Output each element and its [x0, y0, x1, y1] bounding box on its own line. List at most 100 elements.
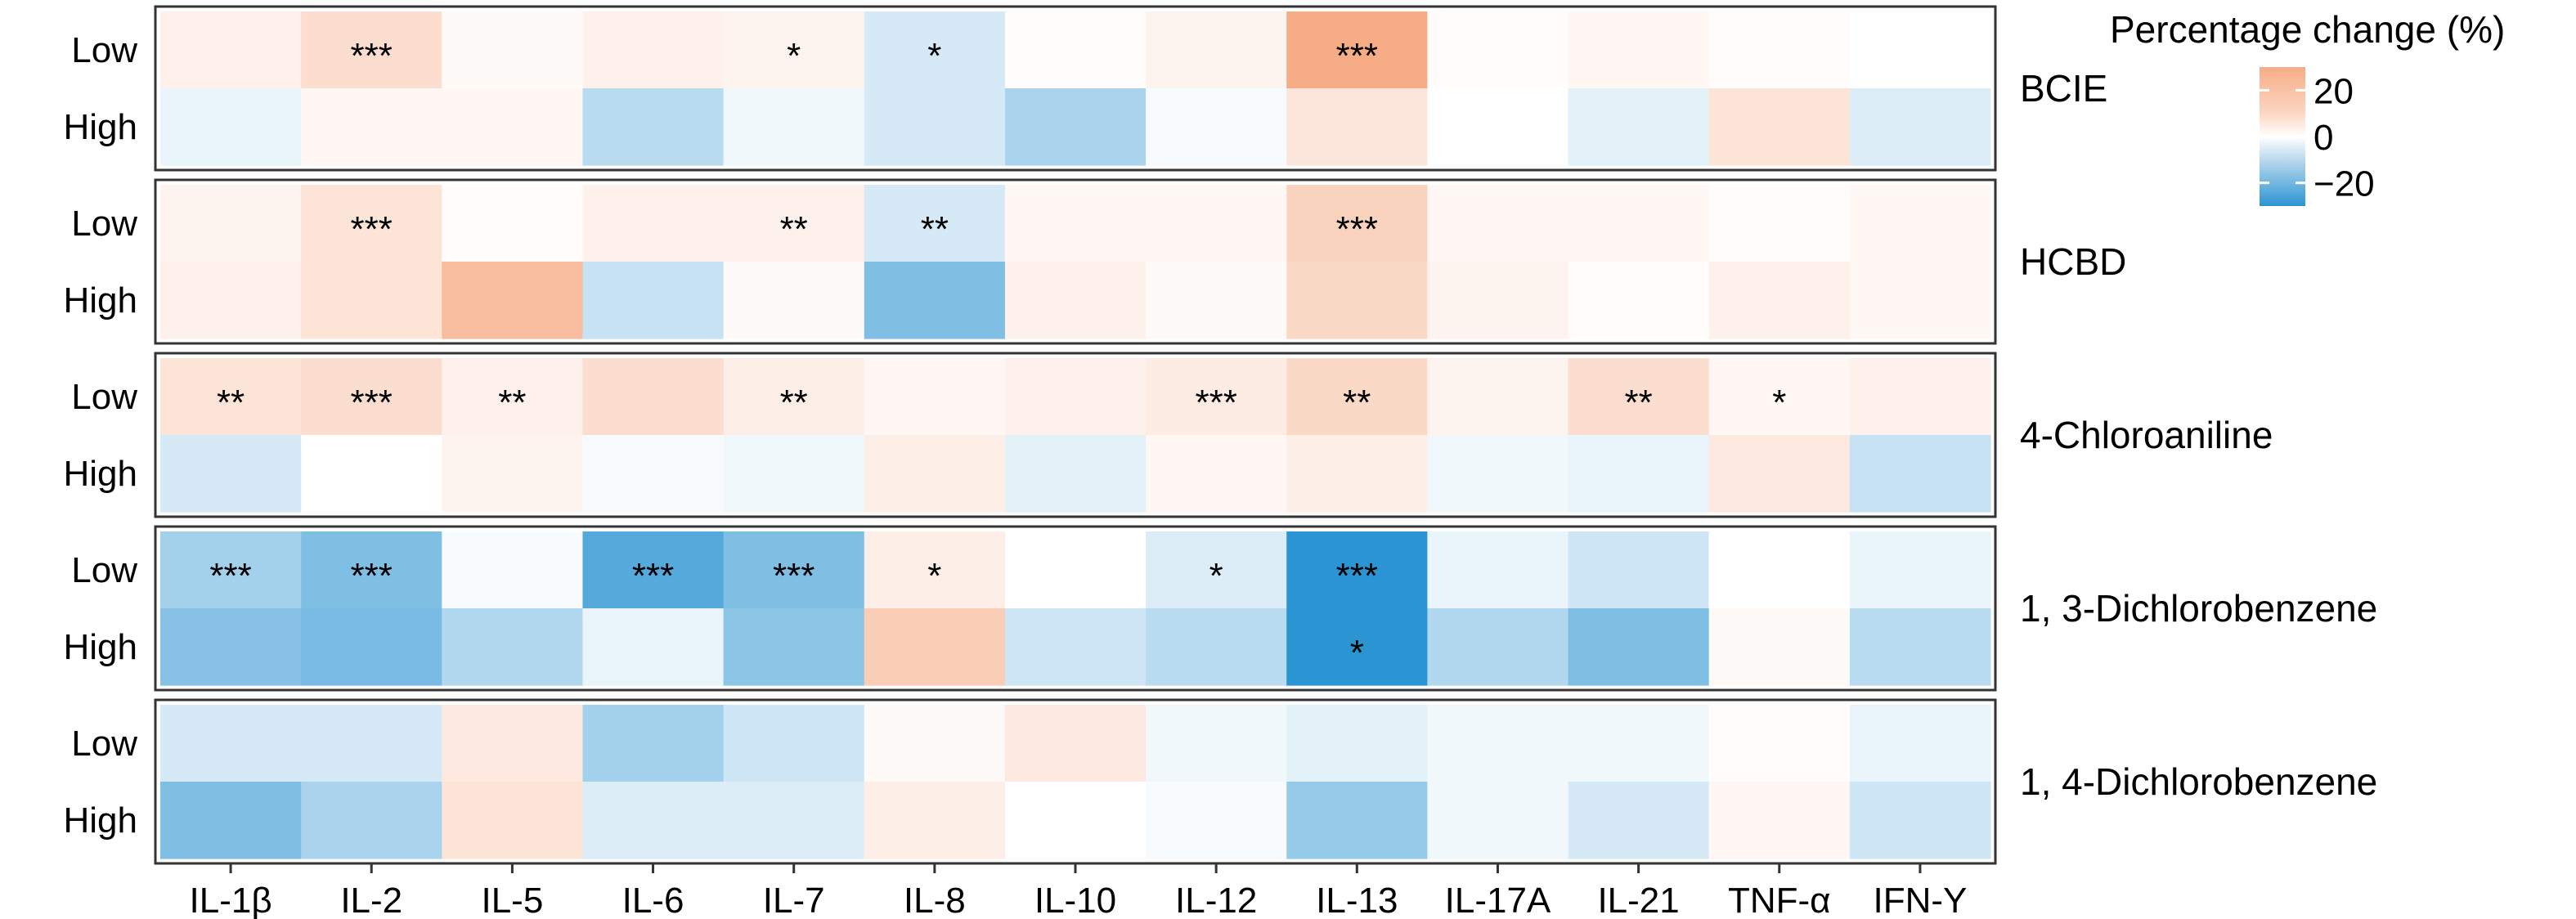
heatmap-cell	[723, 608, 865, 686]
significance-label: ***	[351, 556, 393, 596]
heatmap-cell	[1004, 88, 1147, 166]
heatmap-cell	[1004, 358, 1147, 436]
heatmap-cell	[1849, 608, 1991, 686]
significance-label: **	[217, 383, 245, 423]
heatmap-cell	[1708, 608, 1851, 686]
heatmap-cell	[864, 608, 1006, 686]
x-tick-label: IL-5	[481, 881, 543, 919]
heatmap-cell	[160, 435, 302, 513]
heatmap-cell	[301, 262, 442, 339]
heatmap-cell	[723, 358, 865, 436]
significance-label: *	[927, 36, 941, 76]
heatmap-cell	[582, 11, 725, 89]
heatmap-cell	[864, 531, 1006, 609]
heatmap-cell	[1004, 705, 1147, 782]
x-tick-label: IL-1β	[190, 881, 272, 919]
heatmap-cell	[723, 88, 865, 166]
heatmap-cell	[864, 435, 1006, 513]
heatmap-cell	[582, 435, 725, 513]
heatmap-cell	[1849, 435, 1991, 513]
row-label: High	[64, 627, 138, 667]
row-label: Low	[71, 204, 137, 244]
x-tick-label: IL-6	[622, 881, 684, 919]
heatmap-cell	[864, 11, 1006, 89]
heatmap-cell	[864, 185, 1006, 262]
heatmap-cell	[1004, 185, 1147, 262]
heatmap-cell	[301, 705, 442, 782]
panel-border	[154, 352, 1997, 518]
heatmap-cell	[864, 262, 1006, 339]
heatmap-cell	[582, 185, 725, 262]
heatmap-cell	[1286, 608, 1428, 686]
facet-label: 1, 4-Dichlorobenzene	[2020, 760, 2377, 803]
x-tick-label: IL-12	[1175, 881, 1257, 919]
significance-label: **	[921, 209, 949, 249]
heatmap-cell	[1849, 11, 1991, 89]
significance-label: ***	[1195, 383, 1236, 423]
heatmap-cell	[1427, 88, 1569, 166]
heatmap-cell	[582, 262, 725, 339]
heatmap-cell	[1849, 531, 1991, 609]
facet-label: BCIE	[2020, 67, 2107, 110]
heatmap-cell	[160, 531, 302, 609]
heatmap-cell	[1286, 782, 1428, 859]
heatmap-cell	[442, 185, 584, 262]
significance-label: *	[1350, 633, 1364, 673]
heatmap-cell	[1849, 185, 1991, 262]
facet-label: 1, 3-Dichlorobenzene	[2020, 587, 2377, 630]
heatmap-cell	[1849, 705, 1991, 782]
color-legend: Percentage change (%) 20 0 −20	[2110, 8, 2505, 206]
significance-label: **	[1343, 383, 1371, 423]
heatmap-cell	[301, 358, 442, 436]
heatmap-cell	[1708, 185, 1851, 262]
significance-label: **	[498, 383, 526, 423]
heatmap-cell	[1568, 358, 1710, 436]
significance-label: ***	[209, 556, 251, 596]
heatmap-cell	[442, 782, 584, 859]
heatmap-cell	[723, 531, 865, 609]
heatmap-cell	[1708, 435, 1851, 513]
heatmap-cell	[1427, 11, 1569, 89]
heatmap-cell	[582, 782, 725, 859]
facet-label: HCBD	[2020, 240, 2126, 283]
heatmap-cell	[1568, 185, 1710, 262]
heatmap-cell	[1286, 435, 1428, 513]
panel-5: Low High 1, 4-Dichlorobenzene	[64, 698, 2377, 865]
row-label: High	[64, 280, 138, 321]
heatmap-cell	[1427, 262, 1569, 339]
heatmap-cell	[1146, 435, 1287, 513]
heatmap-cell	[1568, 262, 1710, 339]
heatmap-cell	[1568, 608, 1710, 686]
heatmap-cell	[160, 88, 302, 166]
x-tick-label: IL-2	[340, 881, 402, 919]
heatmap-cell	[442, 358, 584, 436]
legend-tick-label: 0	[2313, 118, 2333, 158]
legend-tick-label: −20	[2313, 164, 2375, 204]
heatmap-cell	[160, 782, 302, 859]
heatmap-cell	[1708, 782, 1851, 859]
heatmap-cell	[1568, 705, 1710, 782]
heatmap-cell	[1849, 358, 1991, 436]
heatmap-cell	[864, 705, 1006, 782]
heatmap-cell	[1286, 358, 1428, 436]
heatmap-cell	[301, 11, 442, 89]
heatmap-cell	[1004, 435, 1147, 513]
heatmap-cell	[1286, 262, 1428, 339]
significance-label: ***	[1336, 209, 1378, 249]
heatmap-cell	[723, 782, 865, 859]
heatmap-cell	[1004, 531, 1147, 609]
heatmap-cell	[1146, 185, 1287, 262]
heatmap-cell	[442, 435, 584, 513]
heatmap-cell	[1427, 358, 1569, 436]
heatmap-cell	[1286, 705, 1428, 782]
heatmap-cell	[1568, 782, 1710, 859]
heatmap-cell	[1427, 608, 1569, 686]
heatmap-cell	[1427, 435, 1569, 513]
heatmap-cell	[442, 262, 584, 339]
heatmap-cell	[723, 185, 865, 262]
significance-label: **	[780, 383, 808, 423]
heatmap-cell	[582, 531, 725, 609]
